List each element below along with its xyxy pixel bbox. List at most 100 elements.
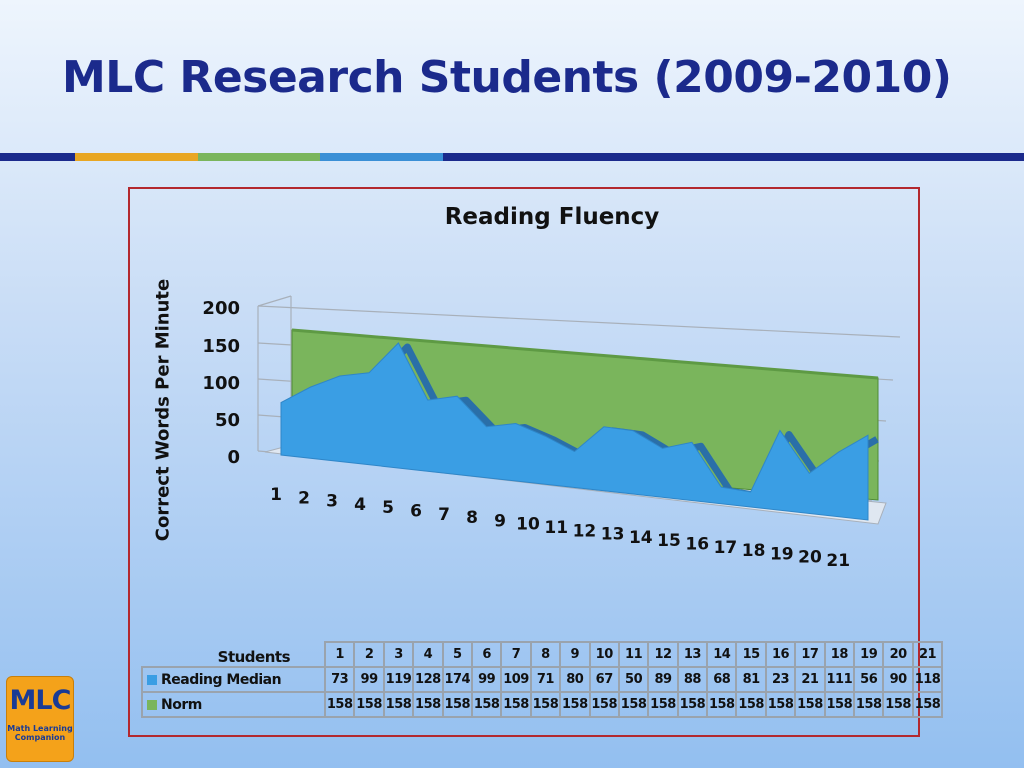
table-header-row: Students 1 2 3 4 5 6 7 8 9 10 11 12 13 14 15 16 17 18 19 20 2…	[142, 641, 944, 668]
table-header-cell: 13	[676, 641, 709, 668]
logo-text: MLC	[9, 685, 72, 716]
x-tick-label: 8	[466, 508, 478, 528]
table-header-cell: 2	[353, 641, 385, 668]
x-tick-label: 18	[742, 541, 766, 561]
table-cell: 90	[882, 666, 914, 693]
table-cell: 128	[412, 666, 444, 693]
table-cell: 67	[588, 666, 620, 693]
x-tick-label: 1	[270, 485, 282, 505]
table-cell: 158	[441, 691, 473, 718]
table-cell: 158	[823, 691, 856, 718]
table-cell: 158	[559, 691, 591, 718]
table-header-cell: 14	[706, 641, 738, 668]
legend-swatch	[147, 699, 157, 710]
y-tick-label: 100	[202, 373, 240, 394]
table-header-cell: 3	[382, 641, 415, 668]
table-header-cell: 1	[323, 641, 356, 668]
table-cell: 158	[588, 691, 620, 718]
table-row: Reading Median 73 99 119 128 174 99 109 71 80 67 50…	[141, 666, 944, 693]
table-header-cell: 10	[588, 641, 620, 668]
table-cell: 158	[794, 691, 826, 718]
x-tick-label: 4	[354, 495, 366, 515]
table-cell: 158	[647, 691, 679, 718]
x-tick-label: 16	[685, 535, 709, 555]
table-cell: 81	[735, 666, 767, 693]
x-tick-label: 5	[382, 498, 394, 518]
table-header-cell: 16	[764, 641, 797, 668]
legend-label: Norm	[161, 696, 202, 713]
y-tick-label: 0	[227, 447, 240, 468]
table-cell: 158	[735, 691, 767, 718]
table-header-cell: 15	[735, 641, 767, 668]
table-header-cell: 5	[441, 641, 473, 668]
series-area-reading-median	[280, 342, 869, 521]
table-cell: 158	[412, 691, 444, 718]
table-header-cell: 8	[529, 641, 562, 668]
table-cell: 158	[706, 691, 738, 718]
legend-swatch	[147, 674, 157, 685]
stripe-segment	[75, 153, 198, 161]
table-cell: 68	[706, 666, 738, 693]
x-tick-label: 3	[326, 492, 338, 512]
logo-subtitle: Math Learning Companion	[7, 724, 73, 742]
chart-frame	[128, 187, 920, 737]
table-row: Norm 158 158 158 158 158 158 158 158 158 158 158 158…	[141, 691, 944, 718]
gridline	[257, 305, 901, 338]
table-cell: 158	[529, 691, 562, 718]
data-table: Students 1 2 3 4 5 6 7 8 9 10 11 12 13 14 15 16 17 18 19 20 2…	[141, 641, 944, 718]
series-edge-norm	[291, 328, 879, 380]
stripe-segment	[198, 153, 320, 161]
x-tick-label: 12	[573, 521, 597, 541]
table-cell: 99	[353, 666, 385, 693]
table-header-cell: 4	[412, 641, 444, 668]
table-cell: 21	[794, 666, 826, 693]
y-tick-label: 200	[202, 298, 240, 319]
table-header-cell: 7	[500, 641, 532, 668]
table-cell: 56	[853, 666, 885, 693]
table-header-cell: 20	[882, 641, 914, 668]
table-cell: 158	[617, 691, 650, 718]
x-tick-label: 11	[544, 518, 568, 538]
table-cell: 158	[911, 691, 944, 718]
table-cell: 111	[823, 666, 856, 693]
table-cell: 158	[764, 691, 797, 718]
table-header-cell: 18	[823, 641, 856, 668]
x-tick-label: 2	[298, 488, 310, 508]
table-header-cell: 19	[853, 641, 885, 668]
table-cell: 158	[470, 691, 503, 718]
y-tick-label: 50	[215, 410, 240, 431]
table-cell: 99	[470, 666, 503, 693]
table-cell: 158	[382, 691, 415, 718]
table-cell: 50	[617, 666, 650, 693]
table-header-label: Students	[217, 648, 291, 666]
table-cell: 88	[676, 666, 709, 693]
table-cell: 73	[323, 666, 356, 693]
table-row-label: Reading Median	[141, 666, 326, 693]
legend-label: Reading Median	[161, 671, 282, 688]
y-tick-label: 150	[202, 336, 240, 357]
x-tick-label: 20	[798, 548, 822, 568]
table-cell: 158	[500, 691, 532, 718]
table-header-cell: 17	[794, 641, 826, 668]
stripe-segment	[443, 153, 1024, 161]
x-tick-label: 9	[494, 511, 506, 531]
x-tick-label: 21	[826, 551, 850, 571]
table-cell: 118	[911, 666, 944, 693]
x-tick-label: 13	[601, 525, 625, 545]
slide-title: MLC Research Students (2009-2010)	[62, 52, 952, 103]
table-cell: 89	[647, 666, 679, 693]
table-header-cell: 12	[647, 641, 679, 668]
chart-title: Reading Fluency	[444, 204, 660, 230]
table-header-cell: 11	[617, 641, 650, 668]
table-cell: 109	[500, 666, 532, 693]
x-tick-label: 15	[657, 531, 681, 551]
table-cell: 158	[882, 691, 914, 718]
x-tick-label: 19	[770, 544, 794, 564]
mlc-logo: MLC Math Learning Companion	[6, 676, 74, 762]
x-tick-label: 10	[516, 515, 540, 535]
x-tick-label: 7	[438, 505, 450, 525]
table-cell: 174	[441, 666, 473, 693]
table-header-cell: 6	[470, 641, 503, 668]
table-cell: 71	[529, 666, 562, 693]
